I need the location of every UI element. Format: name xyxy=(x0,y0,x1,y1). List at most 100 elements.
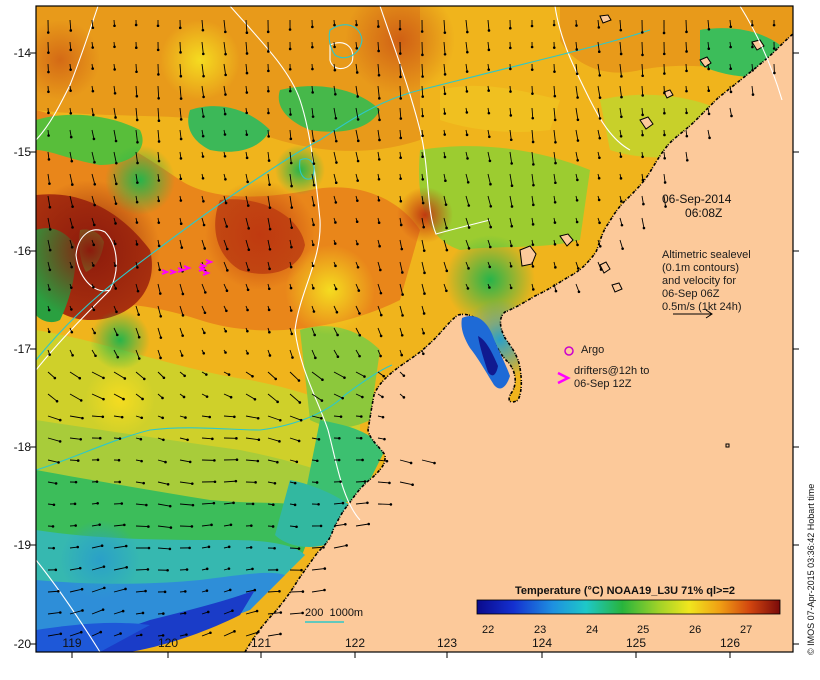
velocity-arrow xyxy=(113,195,117,204)
velocity-arrow-head xyxy=(245,71,249,75)
velocity-arrow xyxy=(201,85,205,97)
velocity-arrow-head xyxy=(334,287,338,291)
x-tick: 120 xyxy=(157,636,179,650)
velocity-arrow-head xyxy=(136,161,139,165)
velocity-arrow xyxy=(465,19,468,33)
velocity-arrow xyxy=(245,19,248,33)
velocity-arrow-head xyxy=(114,287,118,290)
velocity-arrow xyxy=(355,85,359,97)
velocity-arrow xyxy=(267,437,280,442)
velocity-arrow-head xyxy=(409,461,413,465)
argo-label: Argo xyxy=(581,344,605,356)
velocity-arrow-head xyxy=(532,183,535,187)
velocity-arrow xyxy=(91,371,104,379)
velocity-arrow xyxy=(113,173,117,184)
credit-line: © IMOS 07-Apr-2015 03:36:42 Hobart time xyxy=(806,483,816,655)
velocity-arrow-head xyxy=(663,91,666,95)
velocity-arrow-head xyxy=(341,501,345,505)
velocity-arrow-head xyxy=(247,227,251,230)
velocity-arrow xyxy=(157,327,162,338)
velocity-arrow-head xyxy=(92,264,95,267)
velocity-arrow-head xyxy=(379,291,383,295)
velocity-arrow-head xyxy=(323,567,327,570)
altimetry-note: Altimetric sealevel (0.1m contours) and … xyxy=(662,249,751,314)
velocity-arrow-head xyxy=(114,222,117,225)
velocity-arrow-head xyxy=(300,568,303,572)
velocity-arrow xyxy=(135,525,149,528)
velocity-arrow-head xyxy=(96,501,99,505)
velocity-arrow-head xyxy=(190,525,194,528)
velocity-arrow-head xyxy=(98,523,101,526)
velocity-arrow-head xyxy=(47,158,51,161)
velocity-arrow xyxy=(311,371,323,381)
velocity-arrow-head xyxy=(205,567,209,571)
velocity-arrow xyxy=(509,151,513,164)
velocity-arrow-head xyxy=(576,158,579,162)
velocity-arrow-head xyxy=(445,289,448,293)
velocity-arrow-head xyxy=(361,395,364,399)
velocity-arrow-head xyxy=(101,415,105,419)
velocity-arrow-head xyxy=(268,267,271,271)
velocity-arrow xyxy=(113,566,127,571)
velocity-arrow-head xyxy=(398,52,402,55)
velocity-arrow-head xyxy=(144,589,147,593)
velocity-arrow-head xyxy=(247,268,250,272)
velocity-arrow xyxy=(333,107,337,119)
velocity-arrow-head xyxy=(181,292,185,296)
velocity-arrow-head xyxy=(183,374,186,378)
velocity-arrow-head xyxy=(54,482,58,485)
velocity-arrow-head xyxy=(47,70,50,74)
velocity-arrow-head xyxy=(169,526,173,529)
velocity-arrow-head xyxy=(157,179,161,182)
altimetry-line: (0.1m contours) xyxy=(662,262,740,274)
velocity-arrow-head xyxy=(312,162,316,165)
x-tick: 122 xyxy=(344,636,366,650)
velocity-arrow xyxy=(641,63,644,76)
velocity-arrow-head xyxy=(335,310,339,314)
velocity-arrow-head xyxy=(245,91,249,94)
velocity-arrow-head xyxy=(267,135,270,138)
velocity-arrow-head xyxy=(322,546,325,549)
velocity-arrow-head xyxy=(166,568,169,572)
velocity-arrow-head xyxy=(401,271,404,274)
velocity-arrow-head xyxy=(124,587,127,591)
velocity-arrow-head xyxy=(142,377,146,381)
velocity-arrow-head xyxy=(642,226,646,230)
velocity-arrow-head xyxy=(751,69,754,72)
velocity-arrow xyxy=(179,41,181,53)
velocity-arrow xyxy=(113,588,126,593)
velocity-arrow-head xyxy=(620,115,623,119)
velocity-arrow xyxy=(267,173,270,185)
x-tick: 119 xyxy=(62,636,82,650)
velocity-arrow xyxy=(641,217,645,229)
velocity-arrow-head xyxy=(311,115,315,118)
velocity-arrow xyxy=(355,481,366,483)
velocity-arrow xyxy=(311,129,314,141)
velocity-arrow-head xyxy=(552,23,556,27)
velocity-arrow-head xyxy=(598,221,601,225)
velocity-arrow-head xyxy=(69,48,73,52)
velocity-arrow xyxy=(399,261,403,273)
velocity-arrow-head xyxy=(290,206,294,209)
velocity-arrow xyxy=(355,371,365,377)
velocity-arrow-head xyxy=(206,610,210,614)
y-tick: -19 xyxy=(13,538,31,552)
velocity-arrow-head xyxy=(355,71,359,74)
velocity-arrow xyxy=(113,524,125,527)
velocity-arrow-head xyxy=(229,523,233,527)
velocity-arrow xyxy=(91,631,101,637)
velocity-arrow-head xyxy=(253,588,257,592)
velocity-arrow-head xyxy=(530,24,534,28)
velocity-arrow-head xyxy=(356,179,360,182)
velocity-arrow xyxy=(355,63,358,73)
velocity-arrow-head xyxy=(729,25,733,29)
velocity-arrow-head xyxy=(355,23,358,27)
velocity-arrow xyxy=(245,437,259,441)
velocity-arrow xyxy=(553,129,556,143)
velocity-arrow-head xyxy=(202,74,205,78)
velocity-arrow-head xyxy=(179,51,182,54)
velocity-arrow xyxy=(267,239,271,250)
velocity-arrow-head xyxy=(335,161,338,164)
velocity-arrow-head xyxy=(553,94,557,98)
velocity-arrow-head xyxy=(79,630,83,634)
